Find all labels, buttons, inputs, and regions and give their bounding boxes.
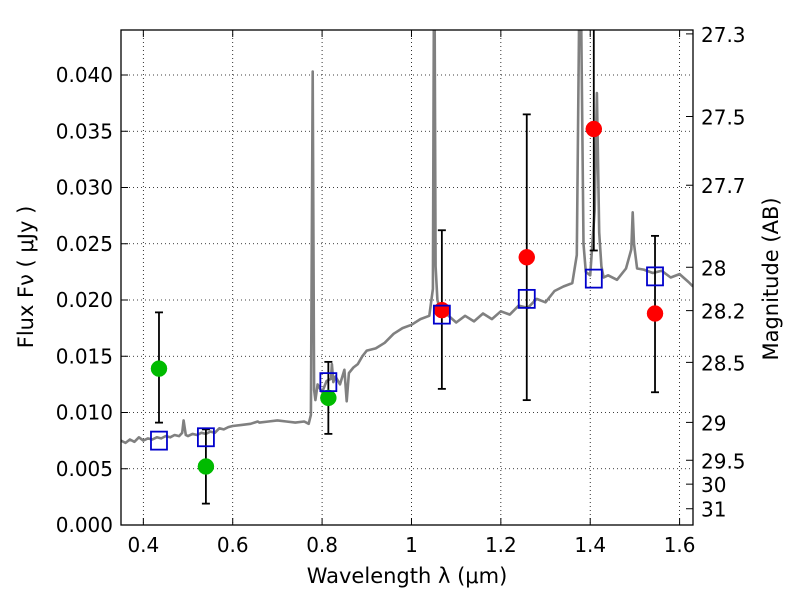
x-axis-ticks: 0.4 0.6 0.8 1 1.2 1.4 1.6 [127,30,696,557]
x-tick-label: 1.4 [574,533,606,557]
model-square-marker [197,427,215,448]
y-tick-label: 0.030 [56,176,113,200]
x-tick-label: 1.2 [485,533,517,557]
model-square-marker [646,266,664,287]
magnitude-tick-label: 27.5 [701,106,746,130]
photometry-point [518,249,536,266]
x-tick-label: 0.8 [306,533,338,557]
model-square-marker [517,288,536,309]
magnitude-tick-label: 29.5 [701,449,746,473]
magnitude-tick-label: 28 [701,256,726,280]
model-square-marker [584,268,603,289]
magnitude-tick-label: 31 [701,498,726,522]
y-axis-title: Flux Fν ( μJy ) [14,206,38,349]
photometry-points [150,30,664,505]
x-tick-label: 1.6 [664,533,696,557]
y-tick-label: 0.000 [56,513,113,537]
y-tick-label: 0.010 [56,401,113,425]
photometry-point [197,458,215,475]
y-tick-label: 0.015 [56,344,113,368]
y-axis-ticks: 0.000 0.005 0.010 0.015 0.020 0.025 0.030 0.035… [56,63,128,537]
model-square-marker [432,304,451,325]
magnitude-axis-title: Magnitude (AB) [759,197,783,360]
x-axis-title: Wavelength λ (μm) [307,564,508,588]
magnitude-tick-label: 30 [701,473,726,497]
photometry-point [646,305,664,322]
plot-frame [120,29,694,526]
magnitude-tick-label: 27.3 [701,23,746,47]
x-tick-label: 0.6 [217,533,249,557]
magnitude-tick-label: 28.2 [701,300,746,324]
x-tick-label: 1 [405,533,418,557]
model-square-marker [319,372,338,393]
magnitude-tick-label: 27.7 [701,174,746,198]
photometry-point [585,120,603,138]
y-tick-label: 0.005 [56,457,113,481]
y-tick-label: 0.040 [56,63,113,87]
y-tick-label: 0.035 [56,119,113,143]
y-tick-label: 0.025 [56,232,113,256]
model-square-marker [150,430,168,451]
photometry-point [150,360,168,377]
magnitude-tick-label: 29 [701,411,726,435]
photometry-point [320,389,337,407]
magnitude-tick-label: 28.5 [701,351,746,375]
photometry-point [433,301,451,319]
x-tick-label: 0.4 [127,533,159,557]
y-tick-label: 0.020 [56,288,113,312]
